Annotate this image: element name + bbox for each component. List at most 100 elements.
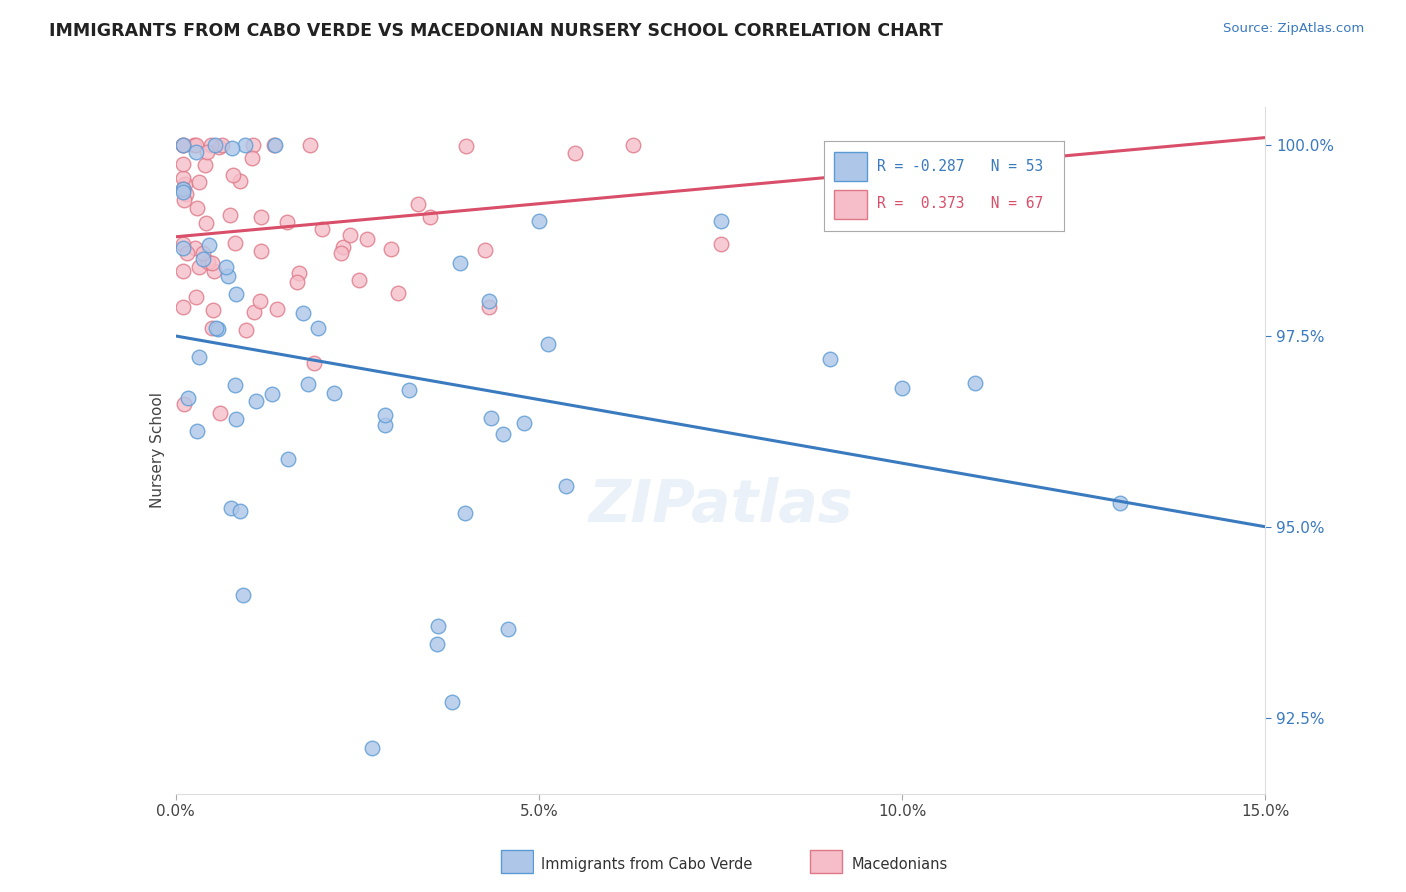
Point (406, 196, 429, 211)
Point (479, 411, 502, 425)
Point (311, 222, 333, 236)
Bar (834, 153, 868, 181)
Point (356, 232, 378, 246)
Point (207, 322, 229, 336)
Point (209, 405, 232, 419)
Point (176, 245, 198, 260)
Point (426, 637, 449, 651)
Point (173, 397, 195, 411)
Point (172, 236, 194, 251)
Point (172, 170, 194, 185)
Text: Source: ZipAtlas.com: Source: ZipAtlas.com (1223, 22, 1364, 36)
Point (184, 240, 207, 254)
Text: IMMIGRANTS FROM CABO VERDE VS MACEDONIAN NURSERY SCHOOL CORRELATION CHART: IMMIGRANTS FROM CABO VERDE VS MACEDONIAN… (49, 22, 943, 40)
Point (329, 246, 352, 260)
Point (419, 210, 441, 224)
Point (232, 589, 254, 603)
Point (555, 478, 578, 492)
Point (298, 138, 321, 153)
Point (186, 202, 208, 216)
Bar (834, 191, 868, 219)
Y-axis label: Nursery School: Nursery School (149, 392, 165, 508)
Point (963, 376, 986, 390)
Point (207, 139, 229, 153)
Point (454, 507, 477, 521)
Point (215, 260, 238, 274)
Point (191, 252, 214, 267)
Point (172, 300, 194, 314)
Bar (501, 850, 533, 873)
Point (177, 391, 200, 405)
Point (183, 138, 205, 153)
Point (332, 240, 354, 254)
Point (498, 622, 520, 636)
Point (564, 146, 586, 161)
Point (374, 418, 396, 433)
Point (173, 193, 195, 207)
Point (818, 351, 841, 366)
Point (710, 236, 733, 251)
Point (172, 138, 194, 153)
Point (184, 138, 207, 153)
Point (513, 417, 536, 431)
Point (229, 504, 252, 518)
Point (201, 321, 224, 335)
Point (172, 264, 194, 278)
Point (478, 293, 501, 308)
Text: R = -0.287   N = 53: R = -0.287 N = 53 (877, 159, 1043, 174)
Point (262, 387, 284, 401)
Point (276, 214, 298, 228)
Point (200, 138, 222, 153)
Point (426, 619, 449, 633)
Point (202, 264, 225, 278)
Point (195, 145, 218, 159)
Point (285, 276, 308, 290)
Point (225, 411, 247, 425)
Point (219, 208, 242, 222)
Point (292, 306, 315, 320)
Point (188, 260, 211, 274)
Point (201, 303, 224, 318)
Point (307, 321, 329, 335)
Point (710, 214, 733, 228)
Point (191, 245, 214, 260)
Point (221, 141, 243, 155)
Point (621, 138, 644, 153)
Point (195, 217, 218, 231)
Point (323, 386, 346, 401)
Point (211, 138, 233, 153)
Point (537, 337, 560, 351)
Point (492, 427, 515, 442)
Point (225, 287, 247, 301)
Point (172, 182, 194, 196)
Point (187, 350, 209, 364)
Point (249, 244, 271, 259)
Point (172, 138, 194, 153)
Point (201, 255, 224, 269)
Point (380, 242, 402, 256)
Point (229, 174, 252, 188)
Point (242, 151, 264, 165)
Point (456, 139, 478, 153)
Point (174, 187, 197, 202)
Point (205, 321, 228, 335)
Point (474, 243, 496, 257)
Point (360, 741, 382, 756)
Point (172, 157, 194, 171)
Point (197, 237, 219, 252)
Point (263, 138, 285, 153)
Point (297, 376, 319, 391)
Point (1109, 496, 1132, 510)
Point (287, 266, 309, 280)
Point (440, 695, 463, 709)
Point (235, 323, 257, 337)
Text: ZIPatlas: ZIPatlas (588, 477, 853, 534)
Point (184, 145, 207, 159)
Point (374, 408, 396, 422)
Point (197, 254, 219, 268)
Point (339, 228, 361, 243)
Point (221, 168, 243, 182)
Point (387, 286, 409, 301)
Point (478, 301, 501, 315)
Bar (810, 850, 842, 873)
